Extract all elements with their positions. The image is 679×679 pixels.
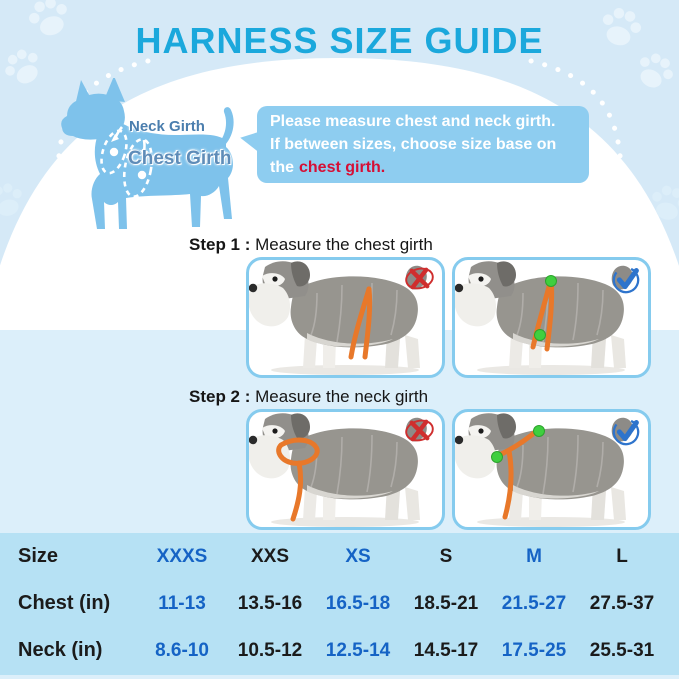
check-mark-icon [611,417,641,447]
size-value: XS [345,545,371,567]
neck-value: 14.5-17 [413,639,479,661]
dog-photo [453,257,651,377]
neck-row-label: Neck (in) [18,639,103,661]
step-1-wrong-photo [246,257,445,378]
step-1-label: Step 1 : Measure the chest girth [189,235,433,254]
chest-girth-highlight: chest girth. [299,159,386,176]
neck-value: 10.5-12 [237,639,303,661]
check-mark-icon [611,265,641,295]
chest-row-label: Chest (in) [18,592,111,614]
chest-value: 16.5-18 [325,592,391,614]
chest-value: 21.5-27 [501,592,567,614]
chest-value: 13.5-16 [237,592,303,614]
size-value: XXS [250,545,290,567]
dog-measurement-diagram [61,78,234,229]
bubble-tail [238,128,261,152]
size-table: Size XXXS XXS XS S M L Chest (in) 11-13 … [0,533,679,675]
neck-value: 12.5-14 [325,639,391,661]
note-line-3: the chest girth. [270,159,386,176]
size-value: XXXS [156,545,208,567]
size-value: L [616,545,628,567]
chest-value: 11-13 [158,592,206,614]
neck-girth-label: Neck Girth [129,118,205,135]
step-2-label: Step 2 : Measure the neck girth [189,387,429,406]
note-line-2: If between sizes, choose size base on [270,136,557,153]
note-line-1: Please measure chest and neck girth. [270,113,556,130]
neck-value: 8.6-10 [155,639,209,661]
chest-value: 18.5-21 [413,592,479,614]
page-title: HARNESS SIZE GUIDE [135,20,544,61]
size-value: S [439,545,453,567]
dog-photo [453,409,651,529]
bottom-strip [0,675,679,679]
chest-girth-label: Chest Girth [128,148,232,169]
size-value: M [526,545,542,567]
step-2-wrong-photo [246,409,445,530]
chest-value: 27.5-37 [589,592,655,614]
size-table-row-label: Size [18,545,59,567]
size-table-background [0,533,679,675]
neck-value: 17.5-25 [501,639,567,661]
measurement-note-bubble: Please measure chest and neck girth. If … [238,106,589,183]
x-mark-icon [404,265,435,292]
step-1-correct-photo [452,257,651,378]
dog-photo [247,257,445,377]
x-mark-icon [404,417,435,444]
step-2-correct-photo [452,409,651,530]
dog-photo [247,409,445,529]
neck-value: 25.5-31 [589,639,655,661]
